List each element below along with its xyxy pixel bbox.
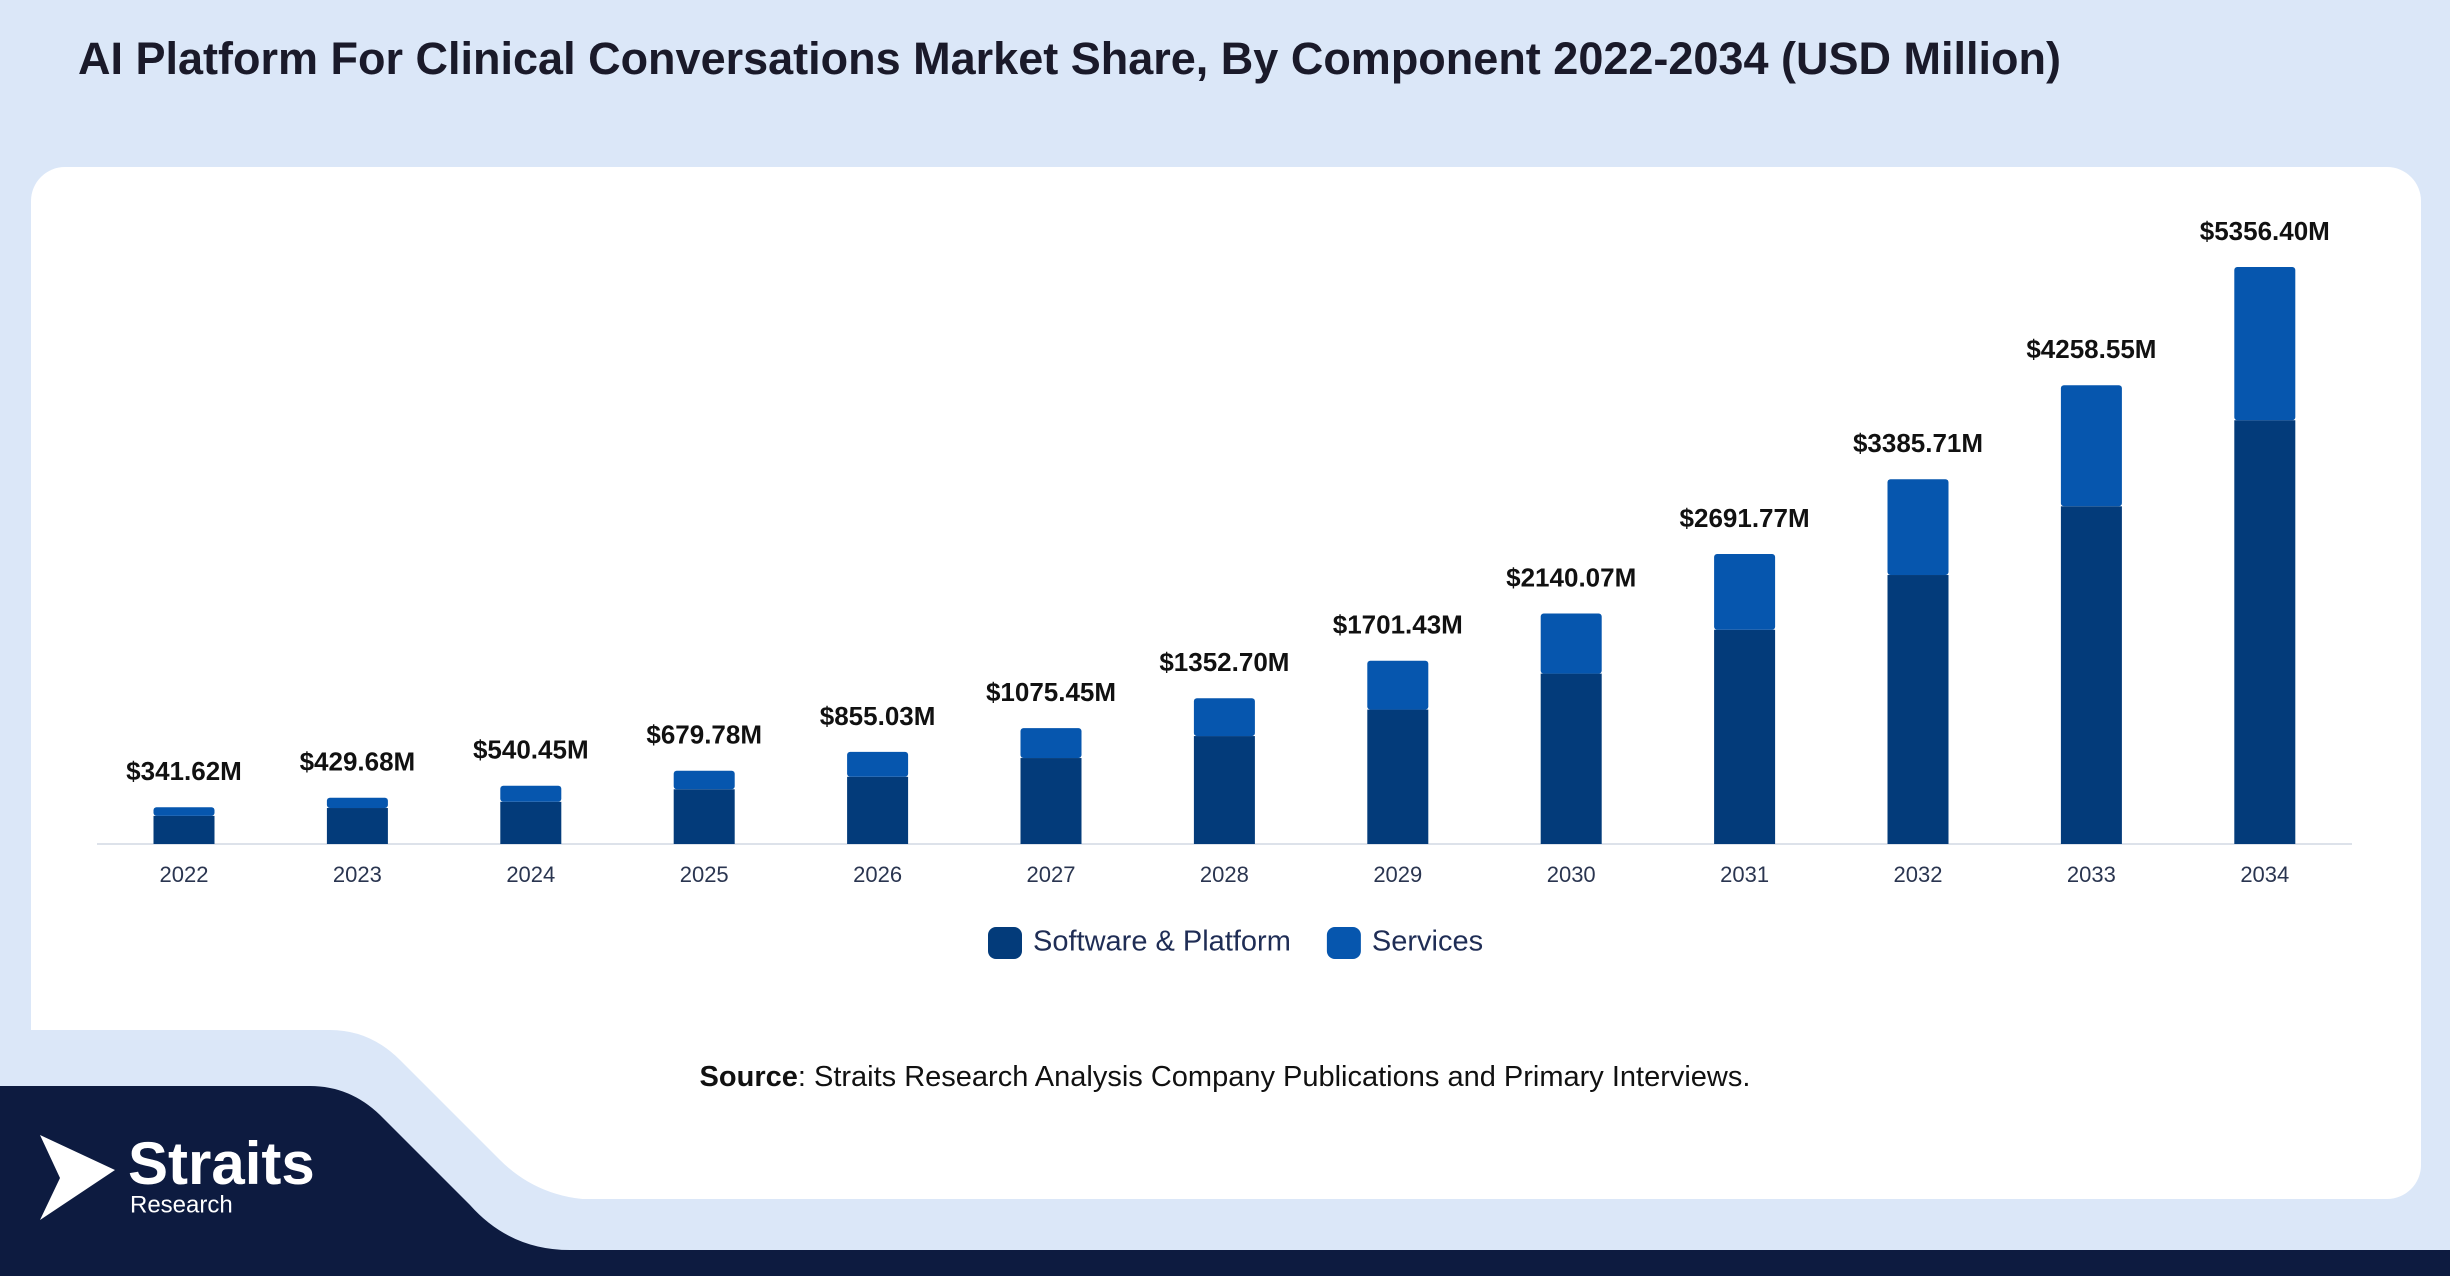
x-tick-label: 2031 [1720, 862, 1769, 887]
source-label: Source [700, 1061, 798, 1093]
bar-segment [1193, 736, 1255, 844]
total-label: $2140.07M [1506, 562, 1636, 592]
x-tick-label: 2034 [2240, 862, 2289, 887]
bar-segment [1540, 673, 1602, 844]
total-label: $679.78M [646, 720, 762, 750]
bar-segment [847, 751, 909, 777]
chart-title: AI Platform For Clinical Conversations M… [78, 33, 2061, 84]
x-tick-label: 2025 [680, 862, 729, 887]
bar-segment [500, 785, 562, 802]
total-label: $1352.70M [1159, 647, 1289, 677]
bar-segment [326, 797, 388, 809]
total-label: $1701.43M [1333, 610, 1463, 640]
band [0, 1030, 2450, 1276]
source-text: : Straits Research Analysis Company Publ… [798, 1061, 1751, 1093]
logo-tagline: Research [130, 1191, 233, 1218]
x-tick-label: 2023 [333, 862, 382, 887]
bar-segment [1367, 709, 1429, 844]
legend-swatch [988, 927, 1022, 959]
bar-segment [153, 807, 215, 816]
bar-segment [326, 808, 388, 844]
bar-segment [2234, 420, 2296, 844]
bar-segment [1887, 479, 1949, 576]
bar-segment [500, 801, 562, 844]
logo-name: Straits [128, 1130, 315, 1197]
source: Source: Straits Research Analysis Compan… [700, 1061, 1751, 1093]
bar-segment [153, 815, 215, 844]
bar-segment [1714, 554, 1776, 630]
bar-segment [1887, 575, 1949, 844]
bar-segment [1540, 613, 1602, 674]
x-tick-label: 2033 [2067, 862, 2116, 887]
bar-segment [1020, 728, 1082, 759]
x-tick-label: 2030 [1547, 862, 1596, 887]
card [31, 167, 2421, 1199]
bar-segment [1193, 698, 1255, 737]
total-label: $341.62M [126, 756, 242, 786]
x-tick-label: 2022 [160, 862, 209, 887]
x-tick-label: 2024 [506, 862, 555, 887]
total-label: $1075.45M [986, 677, 1116, 707]
bar-segment [847, 776, 909, 844]
bar-segment [1020, 758, 1082, 844]
total-label: $540.45M [473, 735, 589, 765]
total-label: $3385.71M [1853, 428, 1983, 458]
x-tick-label: 2027 [1027, 862, 1076, 887]
bar-segment [2060, 385, 2122, 507]
bar-segment [673, 789, 735, 844]
total-label: $429.68M [300, 747, 416, 777]
bar-segment [2060, 506, 2122, 844]
legend-swatch [1326, 927, 1361, 959]
total-label: $5356.40M [2200, 216, 2330, 246]
bar-segment [673, 770, 735, 790]
x-tick-label: 2026 [853, 862, 902, 887]
x-tick-label: 2029 [1373, 862, 1422, 887]
bar-segment [1367, 660, 1429, 710]
legend-label: Services [1372, 926, 1483, 958]
x-tick-label: 2032 [1894, 862, 1943, 887]
x-tick-label: 2028 [1200, 862, 1249, 887]
bar-segment [1714, 629, 1776, 844]
bar-segment [2234, 267, 2296, 421]
legend-label: Software & Platform [1033, 926, 1291, 958]
total-label: $2691.77M [1680, 503, 1810, 533]
total-label: $855.03M [820, 701, 936, 731]
logo-icon [40, 1135, 115, 1220]
total-label: $4258.55M [2026, 334, 2156, 364]
logo-panel [0, 1086, 2450, 1276]
